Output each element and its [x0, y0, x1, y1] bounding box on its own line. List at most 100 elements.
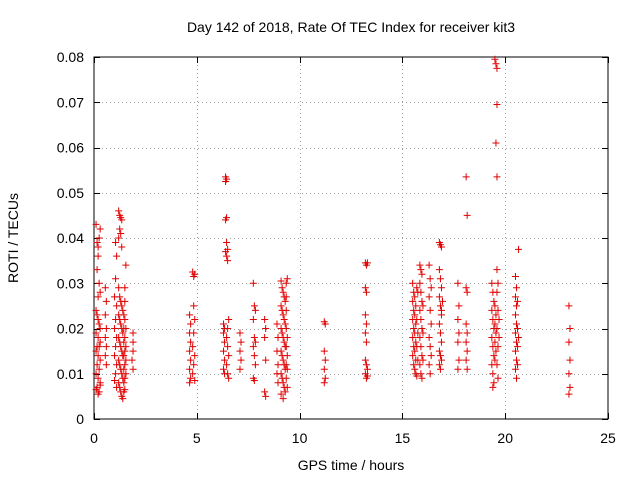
data-point-155	[224, 370, 232, 378]
data-point-340	[491, 55, 499, 63]
data-point-263	[412, 338, 420, 346]
data-point-324	[455, 302, 463, 310]
data-point-87	[119, 395, 127, 403]
data-point-280	[418, 297, 426, 305]
data-point-344	[492, 139, 500, 147]
data-point-20	[92, 347, 100, 355]
data-point-322	[438, 297, 446, 305]
data-point-167	[249, 315, 257, 323]
x-tick-label-1: 5	[193, 430, 201, 446]
data-point-264	[411, 347, 419, 355]
data-point-315	[437, 338, 445, 346]
data-point-176	[262, 325, 270, 332]
data-point-299	[425, 334, 433, 342]
data-point-293	[425, 261, 433, 269]
data-point-169	[251, 338, 259, 346]
data-point-195	[280, 315, 288, 323]
data-point-112	[129, 365, 137, 373]
data-point-389	[514, 325, 522, 332]
data-point-120	[187, 374, 195, 382]
data-point-387	[513, 374, 521, 382]
data-point-42	[113, 252, 121, 260]
data-point-383	[513, 338, 521, 346]
y-tick-labels: 0 0.01 0.02 0.03 0.04 0.05 0.06 0.07 0.08	[57, 49, 84, 427]
data-point-391	[514, 361, 522, 369]
data-point-26	[94, 374, 102, 382]
data-point-30	[94, 390, 102, 398]
data-point-352	[488, 334, 496, 342]
data-point-316	[435, 347, 443, 355]
data-point-378	[511, 293, 519, 301]
data-point-135	[220, 329, 228, 337]
data-point-339	[463, 365, 471, 373]
data-point-133	[220, 320, 228, 328]
data-point-279	[417, 288, 425, 296]
data-point-154	[223, 361, 231, 369]
data-point-180	[262, 392, 270, 400]
data-point-223	[283, 352, 291, 360]
data-point-116	[187, 338, 195, 346]
data-point-47	[111, 325, 119, 332]
data-point-22	[96, 356, 104, 364]
data-point-161	[236, 347, 244, 355]
data-point-301	[427, 352, 435, 360]
data-point-302	[425, 361, 433, 369]
data-point-242	[361, 356, 369, 364]
data-point-90	[120, 365, 128, 373]
data-point-207	[277, 370, 285, 378]
data-point-230	[320, 365, 328, 373]
data-point-1	[93, 239, 101, 247]
data-point-303	[426, 370, 434, 378]
data-point-266	[411, 365, 419, 373]
data-point-319	[435, 361, 443, 369]
data-point-341	[492, 60, 500, 68]
data-point-166	[251, 306, 259, 314]
data-point-259	[412, 302, 420, 310]
data-point-127	[190, 329, 198, 337]
data-point-138	[221, 356, 229, 364]
data-point-346	[488, 279, 496, 287]
data-point-395	[566, 325, 574, 332]
data-point-349	[488, 306, 496, 314]
data-point-287	[416, 361, 424, 369]
data-point-372	[493, 361, 501, 369]
data-point-400	[565, 390, 573, 398]
data-point-311	[436, 302, 444, 310]
data-point-4	[96, 225, 104, 233]
data-point-215	[282, 293, 290, 301]
data-point-125	[190, 302, 198, 310]
data-point-277	[418, 270, 426, 278]
data-point-365	[491, 356, 499, 364]
data-point-377	[513, 284, 521, 292]
data-point-130	[190, 361, 198, 369]
data-point-126	[191, 315, 199, 323]
data-point-13	[95, 320, 103, 328]
data-point-145	[222, 216, 230, 224]
data-point-25	[92, 370, 100, 378]
data-point-384	[511, 347, 519, 355]
data-point-350	[489, 315, 497, 323]
data-point-397	[566, 356, 574, 364]
data-point-330	[462, 173, 470, 181]
data-point-376	[511, 272, 519, 280]
data-point-39	[101, 352, 109, 360]
data-point-295	[427, 284, 435, 292]
data-point-198	[278, 329, 286, 337]
data-point-17	[96, 338, 104, 346]
data-point-58	[118, 216, 126, 224]
data-point-338	[462, 356, 470, 364]
data-point-219	[282, 361, 290, 369]
data-point-187	[277, 277, 285, 285]
data-point-290	[419, 302, 427, 310]
data-point-153	[225, 352, 233, 360]
data-point-60	[117, 229, 125, 237]
data-point-61	[115, 234, 123, 242]
data-point-52	[112, 370, 120, 378]
data-point-95	[121, 297, 129, 305]
data-point-53	[111, 377, 119, 385]
data-point-318	[437, 356, 445, 364]
data-point-232	[320, 379, 328, 387]
data-point-59	[116, 225, 124, 233]
data-point-231	[321, 374, 329, 382]
data-point-297	[426, 306, 434, 314]
